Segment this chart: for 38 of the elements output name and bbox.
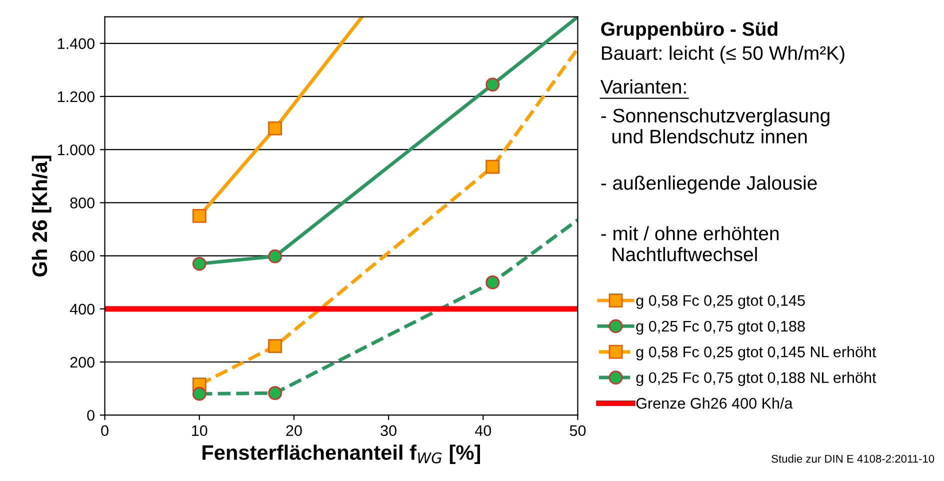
y-tick-label: 600 <box>70 250 94 262</box>
text: - außenliegende Jalousie <box>601 176 817 194</box>
point <box>268 249 282 264</box>
point <box>486 160 500 174</box>
point <box>192 209 206 223</box>
x-axis-title: Fensterflächenanteil f$_{WG}$ [%] <box>202 444 480 464</box>
text: Varianten: <box>600 79 686 94</box>
y-tick-label: 1.200 <box>58 91 94 102</box>
y-tick-label: 200 <box>70 356 94 368</box>
text: - Sonnenschutzverglasung und Blendschutz innen <box>601 108 830 144</box>
legend-label: g 0,25 Fc 0,75 gtot 0,188 NL erhöht <box>636 372 876 386</box>
point <box>268 121 282 136</box>
text: Bauart: leicht (≤ 50 Wh/m²K) <box>602 46 844 64</box>
y-axis-title: Gh 26 [Kh/a] <box>32 156 52 276</box>
x-tick-label: 50 <box>570 425 586 436</box>
point <box>192 386 206 401</box>
point <box>486 275 500 290</box>
text: Gruppenbüro - Süd <box>601 22 778 40</box>
legend-label: g 0,58 Fc 0,25 gtot 0,145 NL erhöht <box>636 346 876 360</box>
text: - mit / ohne erhöhten Nachtluftwechsel <box>601 226 779 262</box>
y-tick-label: 800 <box>70 198 94 208</box>
legend-label: Grenze Gh26 400 Kh/a <box>636 398 793 409</box>
point <box>192 256 206 271</box>
point <box>486 78 500 92</box>
x-tick-label: 40 <box>474 425 492 436</box>
y-tick-label: 400 <box>70 304 94 315</box>
text: Studie zur DIN E 4108-2:2011-10 <box>772 454 934 463</box>
legend-label: g 0,58 Fc 0,25 gtot 0,145 <box>636 295 805 309</box>
x-tick-label: 30 <box>380 425 396 436</box>
x-tick-label: 0 <box>101 425 108 436</box>
x-tick-label: 10 <box>192 425 208 436</box>
x-tick-label: 20 <box>286 425 302 436</box>
y-tick-label: 1.000 <box>58 144 94 156</box>
y-tick-label: 0 <box>87 410 94 421</box>
legend-label: g 0,25 Fc 0,75 gtot 0,188 <box>636 320 805 335</box>
point <box>268 386 282 400</box>
y-tick-label: 1.400 <box>58 38 94 50</box>
point <box>268 339 282 354</box>
